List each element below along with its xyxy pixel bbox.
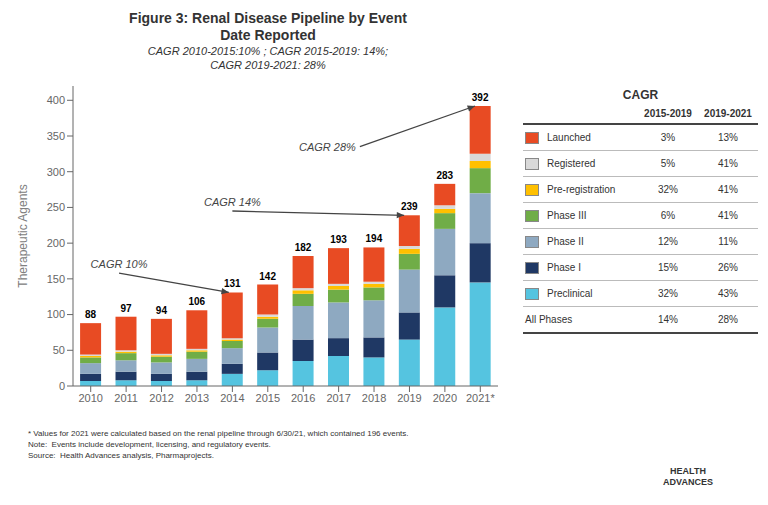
html-text:ADVANCES: ADVANCES [663,477,713,487]
svg-text:131: 131 [224,278,241,289]
html-text:11%: 11% [718,236,738,247]
svg-text:182: 182 [295,242,312,253]
svg-text:100: 100 [47,308,65,320]
html-text:Phase III: Phase III [547,210,587,221]
html-text:15%: 15% [658,262,678,273]
html-text:Registered: Registered [547,158,596,169]
svg-text:2011: 2011 [114,392,138,404]
svg-text:CAGR 10%: CAGR 10% [91,258,148,270]
html-text:3%: 3% [660,132,676,143]
svg-text:2018: 2018 [362,392,386,404]
svg-text:0: 0 [59,380,65,392]
svg-text:193: 193 [330,234,347,245]
svg-text:392: 392 [472,92,489,103]
html-text:Date Reported: Date Reported [220,27,316,43]
html-text:43%: 43% [718,288,738,299]
html-text:Phase I: Phase I [547,262,581,273]
svg-text:2021*: 2021* [466,392,495,404]
html-text:41%: 41% [718,184,738,195]
svg-text:2015: 2015 [256,392,280,404]
html-text:Pre-registration: Pre-registration [547,184,616,195]
html-text:26%: 26% [718,262,738,273]
svg-text:283: 283 [436,170,453,181]
svg-text:94: 94 [156,305,168,316]
html-text:Note: Events include developme: Note: Events include development, licens… [28,440,271,449]
html-text:32%: 32% [658,184,678,195]
svg-text:2020: 2020 [433,392,457,404]
html-text:CAGR 2010-2015:10% ; CAGR 2015: CAGR 2010-2015:10% ; CAGR 2015-2019: 14%… [147,45,389,57]
svg-text:2016: 2016 [291,392,315,404]
svg-text:239: 239 [401,201,418,212]
svg-text:142: 142 [259,271,276,282]
svg-text:2012: 2012 [149,392,173,404]
svg-text:50: 50 [53,344,65,356]
html-text:CAGR 2019-2021: 28%: CAGR 2019-2021: 28% [210,59,326,71]
html-text:Source: Health Advances analys: Source: Health Advances analysis, Pharma… [28,451,214,460]
svg-text:CAGR 14%: CAGR 14% [204,196,261,208]
svg-text:88: 88 [85,309,97,320]
svg-text:106: 106 [188,296,205,307]
html-text:2015-2019: 2015-2019 [644,108,692,119]
svg-text:300: 300 [47,166,65,178]
html-text:* Values for 2021 were calcula: * Values for 2021 were calculated based … [28,429,409,438]
svg-text:400: 400 [47,94,65,106]
html-text:5%: 5% [660,158,676,169]
html-text:6%: 6% [660,210,676,221]
html-text:CAGR: CAGR [622,88,659,102]
html-text:Preclinical: Preclinical [547,288,593,299]
html-text:13%: 13% [718,132,738,143]
html-text:14%: 14% [658,314,678,325]
svg-text:97: 97 [120,303,132,314]
html-text:28%: 28% [718,314,738,325]
svg-text:2019: 2019 [397,392,421,404]
svg-text:2014: 2014 [220,392,244,404]
html-text:Phase II: Phase II [547,236,584,247]
html-text:12%: 12% [658,236,678,247]
svg-text:150: 150 [47,273,65,285]
svg-text:2010: 2010 [78,392,102,404]
html-text:Launched: Launched [547,132,591,143]
svg-text:2017: 2017 [326,392,350,404]
svg-text:250: 250 [47,201,65,213]
svg-text:Therapeutic Agents: Therapeutic Agents [16,184,30,287]
svg-text:2013: 2013 [185,392,209,404]
html-text:Figure 3: Renal Disease Pipeli: Figure 3: Renal Disease Pipeline by Even… [129,10,407,26]
html-text:HEALTH: HEALTH [670,466,706,476]
svg-text:200: 200 [47,237,65,249]
html-text:All Phases: All Phases [525,314,573,325]
html-text:41%: 41% [718,158,738,169]
html-text:32%: 32% [658,288,678,299]
svg-text:350: 350 [47,130,65,142]
html-text:2019-2021: 2019-2021 [704,108,752,119]
html-text:41%: 41% [718,210,738,221]
svg-text:CAGR 28%: CAGR 28% [299,141,356,153]
svg-text:194: 194 [366,233,383,244]
